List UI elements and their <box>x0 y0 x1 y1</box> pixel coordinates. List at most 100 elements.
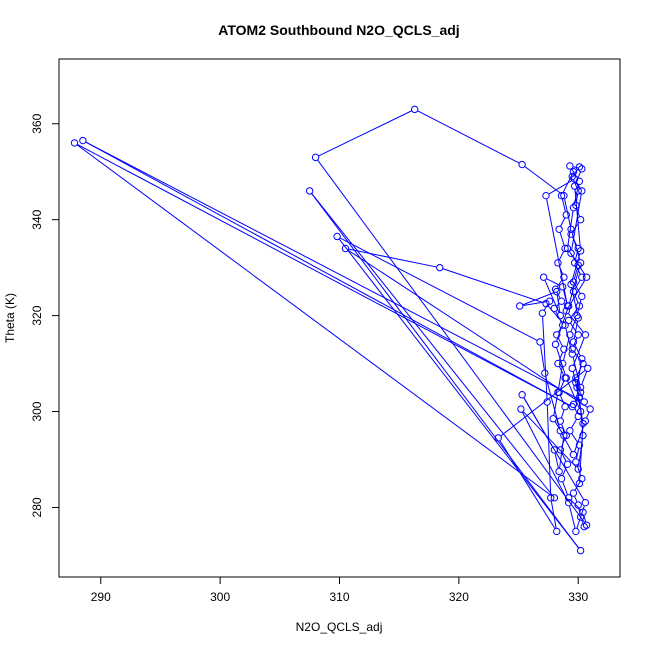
data-point <box>575 302 584 310</box>
series-segment <box>77 144 570 406</box>
data-point <box>581 331 590 339</box>
series-segment <box>571 419 577 428</box>
x-tick-label: 300 <box>210 590 230 604</box>
data-point <box>517 405 525 413</box>
series-segment <box>579 426 584 481</box>
series-segment <box>559 251 564 260</box>
series-segment <box>561 424 566 433</box>
data-point <box>578 292 586 301</box>
data-point <box>564 316 573 325</box>
series-segment <box>553 395 558 416</box>
series-segment <box>542 316 548 399</box>
series-segment <box>560 380 565 390</box>
data-point <box>305 187 314 195</box>
series-segment <box>573 179 578 188</box>
data-point <box>545 297 554 305</box>
series-segment <box>573 268 578 279</box>
data-point <box>579 431 587 440</box>
series-segment <box>571 287 578 315</box>
series-segment <box>558 366 563 389</box>
data-point <box>562 431 570 440</box>
data-point <box>581 417 590 425</box>
data-point <box>573 383 581 392</box>
data-point <box>568 345 576 353</box>
data-point <box>567 280 575 289</box>
y-axis-label: Theta (K) <box>3 293 17 343</box>
data-point <box>578 165 586 173</box>
data-point <box>568 350 576 358</box>
data-point <box>543 398 551 406</box>
series-segment <box>546 278 560 286</box>
data-point <box>553 331 561 339</box>
data-point <box>70 139 79 147</box>
y-tick-label: 320 <box>30 305 44 325</box>
data-point <box>559 321 567 329</box>
series-segment <box>581 371 588 385</box>
data-point <box>564 494 573 502</box>
data-point <box>518 160 526 169</box>
series-segment <box>338 238 579 549</box>
series-segment <box>546 199 568 303</box>
data-point <box>555 225 563 233</box>
series-segment <box>575 194 579 202</box>
data-point <box>551 340 560 349</box>
data-point <box>79 136 87 145</box>
data-point <box>572 379 580 387</box>
data-point <box>436 263 444 272</box>
series-segment <box>544 280 560 313</box>
data-point <box>582 273 591 281</box>
data-point <box>560 191 568 200</box>
series-segment <box>77 144 552 497</box>
series-segment <box>417 110 520 164</box>
data-point <box>341 244 350 253</box>
data-point <box>568 172 576 181</box>
data-point <box>562 307 570 315</box>
data-point <box>580 398 588 406</box>
series-segment <box>560 217 566 227</box>
data-point <box>576 247 585 255</box>
data-point <box>542 191 550 200</box>
series-markers <box>70 105 594 555</box>
data-point <box>556 417 565 425</box>
data-point <box>574 501 582 509</box>
y-axis: 280 300 320 340 360 <box>30 113 59 517</box>
data-point <box>518 391 526 399</box>
series-segment <box>569 505 576 529</box>
data-point <box>569 338 578 346</box>
series-segment <box>524 166 562 195</box>
data-point <box>410 105 419 114</box>
series-segment <box>574 344 581 356</box>
series-segment <box>559 438 564 469</box>
series-segment <box>586 412 590 419</box>
data-point <box>553 527 561 536</box>
series-segment <box>311 193 553 496</box>
data-point <box>333 232 341 241</box>
series-segment <box>573 337 578 347</box>
data-point <box>576 215 585 224</box>
series-line <box>77 110 590 549</box>
data-point <box>561 403 569 411</box>
series-segment <box>318 110 412 157</box>
series-segment <box>571 194 582 250</box>
y-tick-label: 340 <box>30 209 44 229</box>
y-tick-label: 280 <box>30 497 44 517</box>
data-point <box>569 450 578 459</box>
data-point <box>494 434 502 442</box>
data-point <box>576 407 585 416</box>
data-point <box>579 508 587 516</box>
series-segment <box>523 301 547 306</box>
series-segment <box>311 193 579 549</box>
series-segment <box>522 411 577 467</box>
data-point <box>547 494 555 502</box>
data-point <box>569 287 578 296</box>
data-point <box>579 419 587 428</box>
series-segment <box>546 405 552 495</box>
series-segment <box>562 174 573 193</box>
data-point <box>516 302 524 310</box>
series-segment <box>550 501 557 529</box>
data-point <box>575 441 584 449</box>
data-point <box>572 527 580 536</box>
y-tick-label: 300 <box>30 401 44 421</box>
x-axis: 290 300 310 320 330 <box>91 577 589 604</box>
